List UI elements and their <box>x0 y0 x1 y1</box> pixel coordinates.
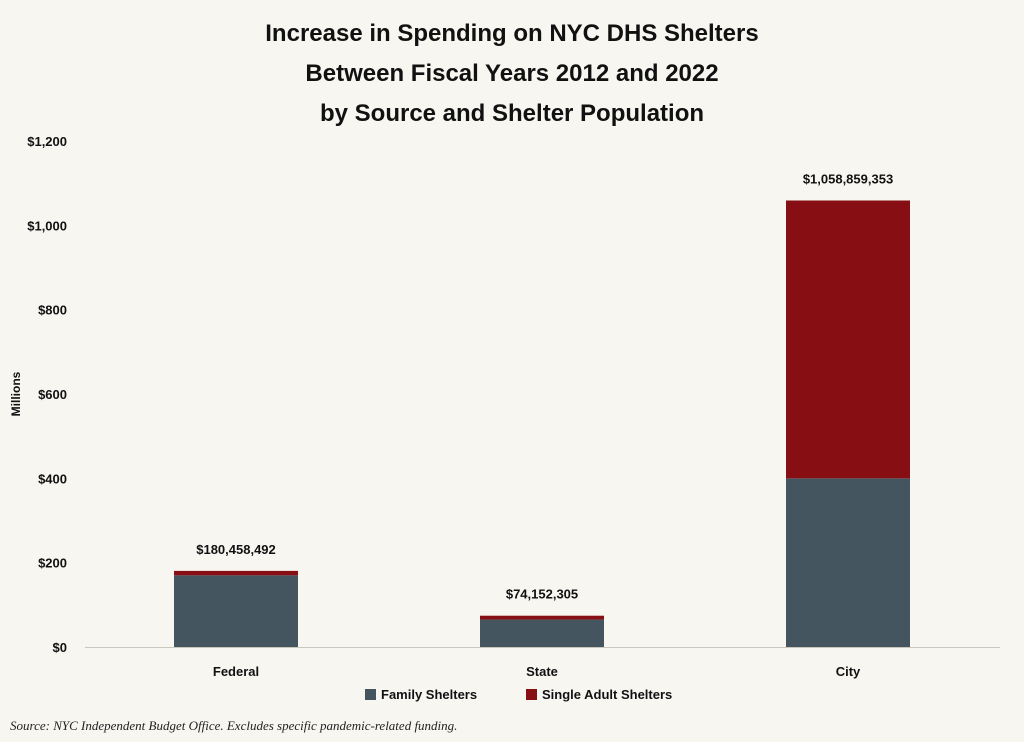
bar-city-family-shelters <box>786 478 910 647</box>
data-label-total: $1,058,859,353 <box>803 172 893 187</box>
bar-federal-single-adult-shelters <box>174 570 298 576</box>
y-tick-label: $200 <box>38 556 67 571</box>
chart-title-line-3: by Source and Shelter Population <box>319 100 705 127</box>
x-tick-label: Federal <box>213 664 259 679</box>
y-tick-label: $1,000 <box>27 218 67 233</box>
legend-swatch <box>526 689 537 700</box>
data-label-total: $180,458,492 <box>196 542 276 557</box>
y-tick-label: $0 <box>53 640 67 655</box>
chart-title-line-2: Between Fiscal Years 2012 and 2022 <box>305 60 719 87</box>
y-tick-label: $1,200 <box>27 134 67 149</box>
y-tick-label: $800 <box>38 303 67 318</box>
chart-title-line-1: Increase in Spending on NYC DHS Shelters <box>265 20 759 47</box>
bar-state-single-adult-shelters <box>480 615 604 620</box>
bar-federal-family-shelters <box>174 575 298 647</box>
x-tick-label: State <box>526 664 558 679</box>
bar-state-family-shelters <box>480 619 604 647</box>
source-note: Source: NYC Independent Budget Office. E… <box>10 718 458 733</box>
legend-label: Family Shelters <box>381 687 477 702</box>
bar-city-single-adult-shelters <box>786 200 910 479</box>
legend-swatch <box>365 689 376 700</box>
y-tick-label: $400 <box>38 471 67 486</box>
data-label-total: $74,152,305 <box>506 587 578 602</box>
chart-title: Increase in Spending on NYC DHS Shelters… <box>0 14 1024 134</box>
y-axis-label: Millions <box>9 371 23 416</box>
legend-label: Single Adult Shelters <box>542 687 672 702</box>
y-tick-label: $600 <box>38 387 67 402</box>
x-tick-label: City <box>836 664 861 679</box>
